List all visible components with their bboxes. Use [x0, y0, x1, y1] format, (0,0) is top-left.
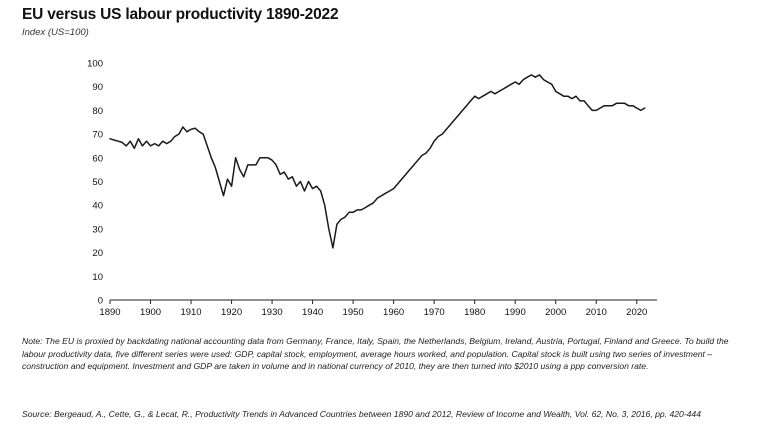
x-tick-label: 1950: [343, 307, 364, 318]
y-tick-label: 70: [92, 130, 103, 141]
x-tick-label: 1910: [180, 307, 201, 318]
chart-source: Source: Bergeaud, A., Cette, G., & Lecat…: [22, 409, 701, 419]
x-tick-label: 1920: [221, 307, 242, 318]
y-tick-label: 80: [92, 106, 103, 117]
chart-note: Note: The EU is proxied by backdating na…: [22, 336, 729, 371]
x-tick-label: 2010: [586, 307, 607, 318]
y-tick-label: 0: [98, 296, 103, 307]
y-tick-label: 20: [92, 248, 103, 259]
series-group: [109, 74, 646, 249]
x-tick-label: 1930: [262, 307, 283, 318]
y-tick-label: 90: [92, 82, 103, 93]
y-tick-label: 50: [92, 177, 103, 188]
x-tick-label: 1940: [302, 307, 323, 318]
x-tick-label: 1990: [505, 307, 526, 318]
y-tick-label: 60: [92, 153, 103, 164]
chart-subtitle: Index (US=100): [22, 27, 89, 38]
y-tick-label: 40: [92, 201, 103, 212]
x-tick-label: 1970: [424, 307, 445, 318]
y-tick-label: 10: [92, 272, 103, 283]
series-line: [109, 74, 646, 249]
x-tick-label: 1960: [383, 307, 404, 318]
y-tick-label: 30: [92, 224, 103, 235]
x-tick-label: 1980: [464, 307, 485, 318]
x-tick-label: 2000: [545, 307, 566, 318]
x-tick-label: 1900: [140, 307, 161, 318]
x-tick-label: 1890: [99, 307, 120, 318]
y-axis: 0 10 20 30 40 50 60 70 80 90 100: [87, 59, 103, 307]
chart-title: EU versus US labour productivity 1890-20…: [22, 6, 339, 23]
x-axis: 1890 1900 1910 1920 1930 1940 1950 1960 1970 1980…: [99, 299, 657, 318]
x-tick-label: 2020: [626, 307, 647, 318]
y-tick-label: 100: [87, 59, 103, 70]
